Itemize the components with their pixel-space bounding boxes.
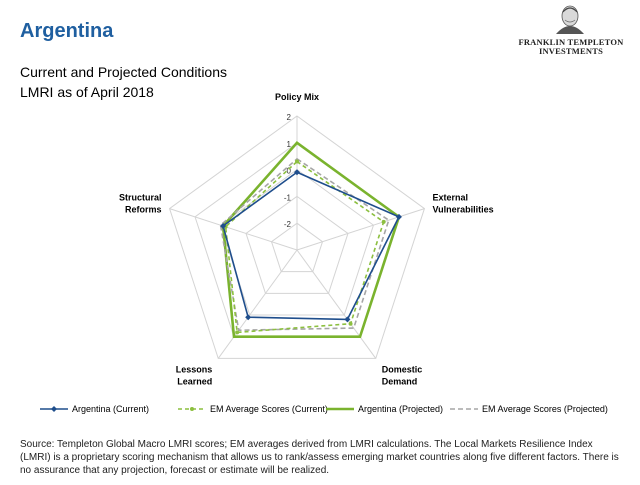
axis-label: Policy Mix [275,92,319,102]
axis-label: Learned [177,376,212,386]
legend-label: EM Average Scores (Projected) [482,404,608,414]
axis-label: Vulnerabilities [432,205,493,215]
grid-spoke-3 [217,249,298,359]
series-line-0 [222,171,401,321]
series-point-1 [295,159,299,164]
tick-label: -2 [284,220,292,229]
portrait-icon [556,5,584,34]
source-note: Source: Templeton Global Macro LMRI scor… [20,439,619,476]
axis-label: Demand [382,376,418,386]
series-point-0 [220,222,227,229]
series-point-1 [381,219,386,224]
legend-marker-0 [51,406,57,412]
axis-label: Lessons [176,364,213,374]
radar-chart: -2 -1 0 1 2 Policy Mix External Vulnerabilities… [119,92,494,386]
axis-label: Domestic [382,364,423,374]
axis-label: Structural [119,193,162,203]
tick-label: 2 [287,113,292,122]
series-point-0 [294,169,300,176]
legend-label: Argentina (Current) [72,404,149,414]
series-point-0 [395,213,402,220]
series-point-1 [235,330,240,335]
series-point-0 [245,314,252,321]
legend-label: Argentina (Projected) [358,404,443,414]
tick-label: 0 [287,167,292,176]
axis-label: Reforms [125,205,162,215]
tick-label: 1 [287,140,292,149]
page-title: Argentina [20,20,114,42]
grid-ring-1 [245,195,349,294]
series-line-3 [219,157,390,332]
grid-spoke-4 [169,208,298,251]
logo-text-line2: INVESTMENTS [538,46,604,56]
grid-ring-0 [270,222,324,273]
legend-marker-1 [190,407,194,411]
chart-legend: Argentina (Current) EM Average Scores (Cu… [40,404,608,414]
chart-subtitle: Current and Projected Conditions [20,64,228,80]
tick-label: -1 [284,193,292,202]
grid-spoke-1 [296,208,425,251]
franklin-templeton-logo: FRANKLIN TEMPLETON INVESTMENTS [516,4,626,56]
series-point-1 [348,321,353,326]
logo-text-line1: FRANKLIN TEMPLETON [518,37,624,47]
chart-date-subtitle: LMRI as of April 2018 [20,84,154,100]
grid-ring-4 [168,115,426,359]
grid-spoke-2 [296,249,377,359]
series-point-0 [344,316,351,323]
axis-label: External [432,193,468,203]
legend-label: EM Average Scores (Current) [210,404,328,414]
